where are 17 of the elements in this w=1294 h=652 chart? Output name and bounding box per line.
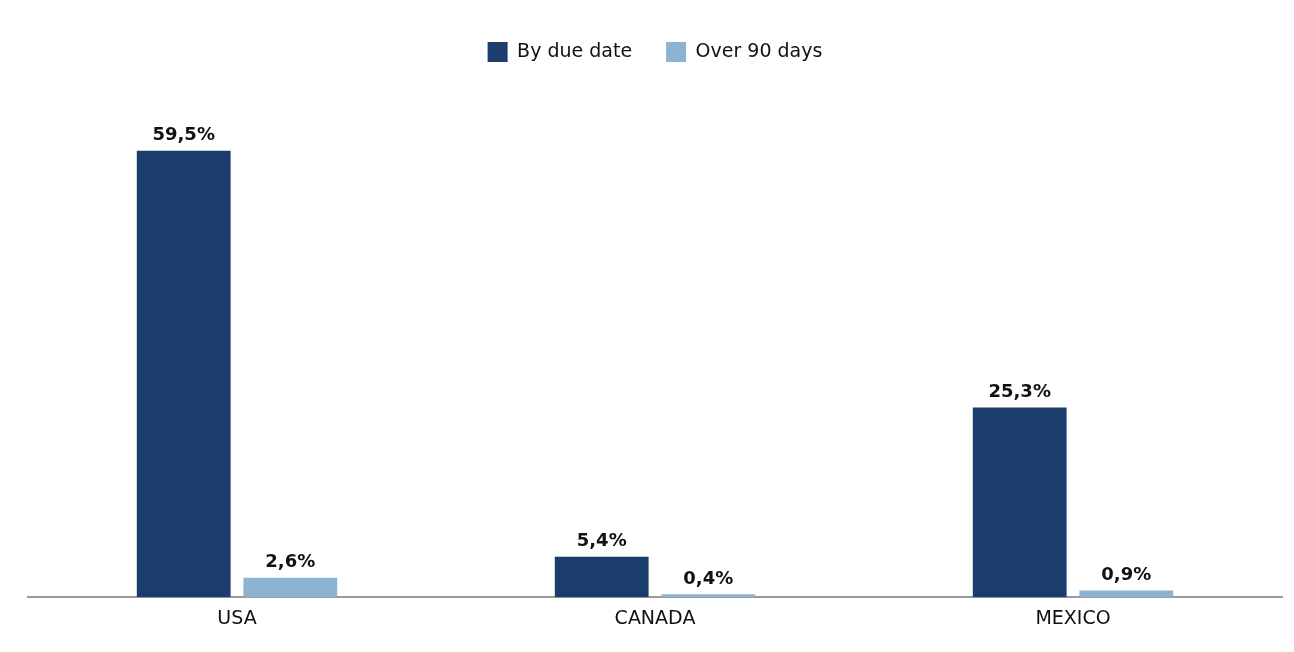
- data-label: 0,4%: [683, 566, 734, 588]
- x-tick-label: USA: [217, 605, 257, 628]
- data-label: 5,4%: [576, 529, 627, 551]
- x-tick-label: MEXICO: [1035, 605, 1111, 628]
- data-label: 59,5%: [152, 123, 215, 145]
- data-label: 25,3%: [988, 380, 1051, 402]
- legend-label: Over 90 days: [695, 38, 823, 61]
- x-tick-label: CANADA: [614, 605, 696, 628]
- data-label: 0,9%: [1101, 563, 1152, 585]
- bar: [136, 150, 231, 598]
- data-label: 2,6%: [265, 550, 316, 572]
- bar: [1079, 590, 1174, 598]
- bar: [972, 407, 1067, 598]
- bar: [661, 594, 756, 598]
- bar: [243, 577, 338, 598]
- legend-label: By due date: [517, 38, 633, 61]
- bar: [554, 556, 649, 598]
